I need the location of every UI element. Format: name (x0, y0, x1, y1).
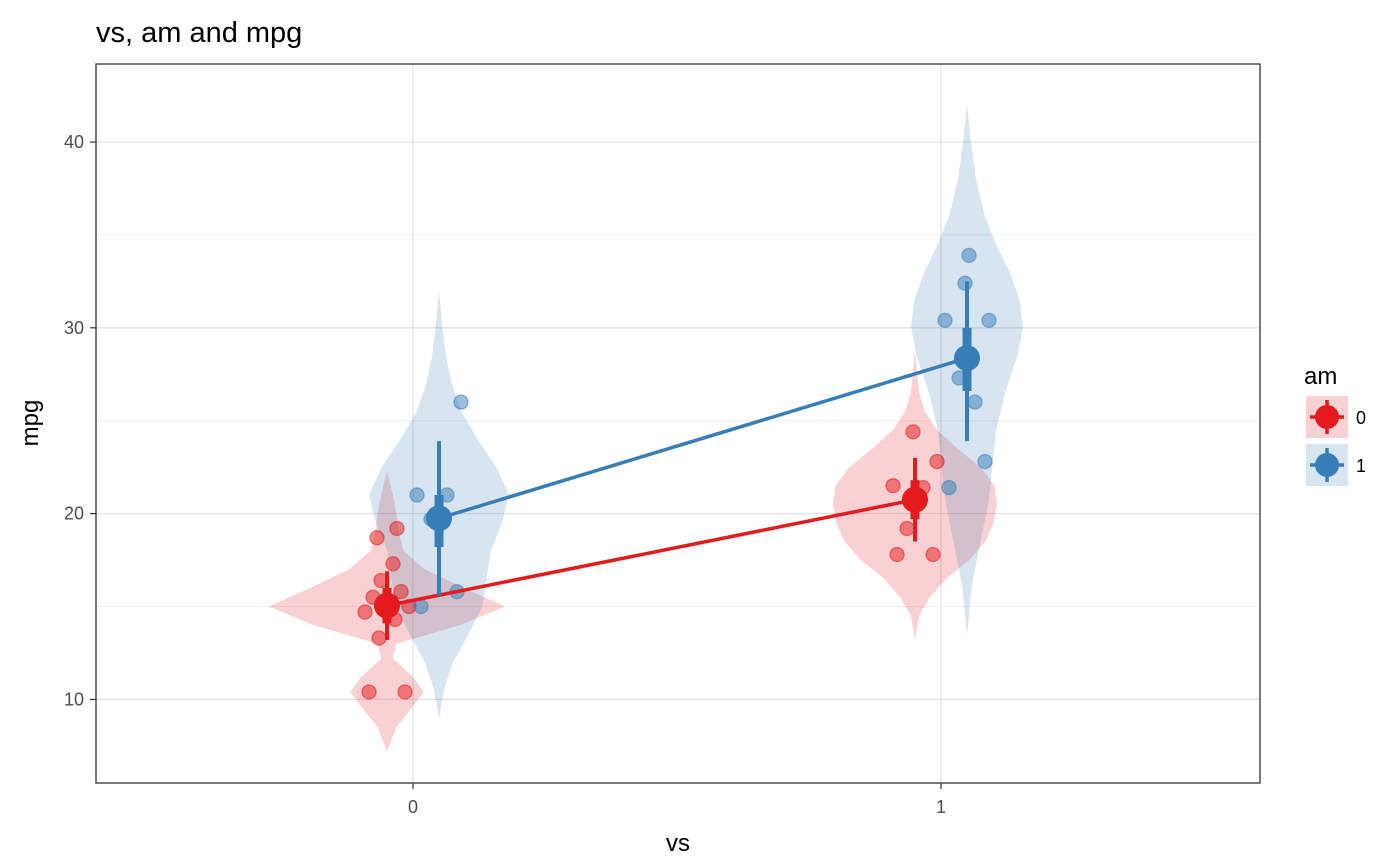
mean-lines (386, 356, 968, 608)
data-point (453, 394, 469, 410)
data-point (941, 479, 957, 496)
data-point (961, 247, 977, 264)
legend-label: 1 (1356, 456, 1366, 476)
data-point (899, 520, 915, 537)
mean-point (426, 505, 452, 532)
data-point (937, 312, 953, 329)
data-point (371, 630, 387, 646)
data-point (361, 684, 377, 700)
plot-panel (95, 63, 1261, 784)
panel-border (95, 63, 1261, 784)
data-point (977, 453, 993, 470)
x-tick-label: 0 (408, 797, 418, 817)
y-tick-label: 30 (64, 318, 84, 338)
y-tick-label: 10 (64, 689, 84, 709)
mean-line (438, 356, 968, 520)
legend-item-1: 1 (1306, 444, 1366, 486)
data-point (905, 424, 921, 440)
x-axis-title: vs (666, 830, 690, 857)
y-axis-title: mpg (17, 400, 44, 447)
x-tick-label: 1 (936, 797, 946, 817)
data-point (397, 684, 413, 700)
mean-point (902, 486, 928, 513)
error-bars (374, 281, 980, 640)
legend-keys: 01 (1306, 396, 1366, 486)
data-point (889, 546, 905, 563)
data-point (413, 598, 429, 615)
legend-item-0: 0 (1306, 396, 1366, 438)
legend-label: 0 (1356, 408, 1366, 428)
gridlines (96, 64, 1260, 783)
data-point (981, 312, 997, 329)
chart-title: vs, am and mpg (96, 17, 302, 49)
y-axis: 10 20 30 40 (64, 132, 96, 709)
data-point (393, 583, 409, 600)
legend-key-point (1315, 453, 1339, 477)
legend-title: am (1304, 363, 1337, 390)
data-point (967, 394, 983, 410)
mean-point (374, 592, 400, 619)
data-point (925, 546, 941, 563)
mean-point (954, 345, 980, 372)
data-point (369, 530, 385, 546)
mean-line (386, 497, 916, 608)
legend-key-point (1315, 405, 1339, 429)
y-tick-label: 20 (64, 504, 84, 524)
data-points (357, 247, 997, 700)
data-point (885, 478, 901, 494)
data-point (929, 453, 945, 470)
legend: am 01 (1304, 363, 1366, 486)
data-point (357, 604, 373, 620)
data-point (389, 520, 405, 537)
data-point (409, 487, 425, 503)
y-tick-label: 40 (64, 132, 84, 152)
data-point (385, 556, 401, 572)
panel-background (96, 64, 1260, 783)
